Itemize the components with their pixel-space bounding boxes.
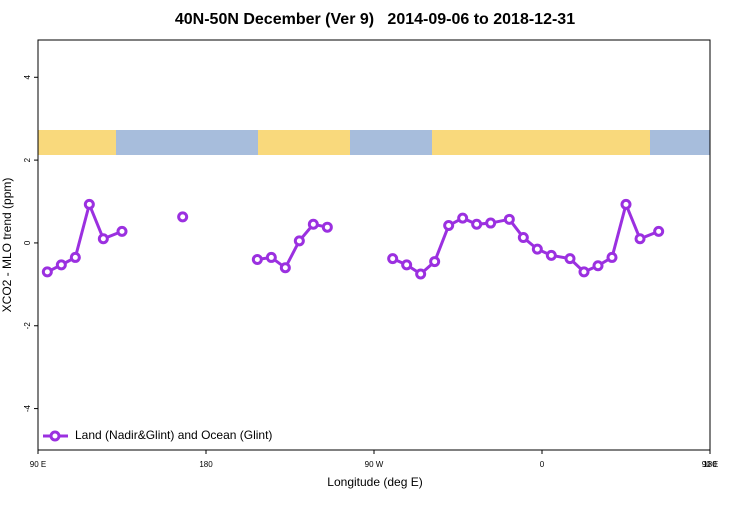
land <box>432 130 650 155</box>
point <box>265 251 277 263</box>
point <box>321 221 333 233</box>
point <box>578 266 590 278</box>
x-tick-label: 90 W <box>365 460 384 469</box>
y-axis-label: XCO2 - MLO trend (ppm) <box>0 178 14 313</box>
y-tick-label: -2 <box>23 322 32 330</box>
point <box>620 198 632 210</box>
point <box>69 251 81 263</box>
point <box>531 243 543 255</box>
point <box>634 233 646 245</box>
point <box>457 212 469 224</box>
point <box>517 232 529 244</box>
point <box>83 198 95 210</box>
point <box>387 253 399 265</box>
point <box>177 211 189 223</box>
point <box>429 256 441 268</box>
legend-marker <box>49 430 61 442</box>
x-axis-label: Longitude (deg E) <box>327 475 422 489</box>
chart-title: 40N-50N December (Ver 9) 2014-09-06 to 2… <box>175 11 575 28</box>
point <box>606 251 618 263</box>
point <box>485 217 497 229</box>
series-line <box>46 199 660 276</box>
point <box>293 235 305 247</box>
x-tick-label: 180 <box>703 460 717 469</box>
x-tick-label: 180 <box>199 460 213 469</box>
legend-label: Land (Nadir&Glint) and Ocean (Glint) <box>75 428 272 442</box>
point <box>41 266 53 278</box>
point <box>97 233 109 245</box>
point <box>415 268 427 280</box>
y-tick-label: 2 <box>23 157 32 162</box>
point <box>279 262 291 274</box>
point <box>653 225 665 237</box>
x-tick-label: 90 E <box>702 460 718 469</box>
y-tick-label: 4 <box>23 74 32 79</box>
y-tick-label: -4 <box>23 404 32 412</box>
point <box>592 260 604 272</box>
point <box>545 249 557 261</box>
point <box>55 259 67 271</box>
point <box>503 213 515 225</box>
point <box>116 225 128 237</box>
point <box>251 253 263 265</box>
point <box>443 220 455 232</box>
x-tick-label: 0 <box>540 460 545 469</box>
land <box>258 130 350 155</box>
point <box>564 253 576 265</box>
y-tick-label: 0 <box>23 240 32 245</box>
point <box>471 218 483 230</box>
plot-frame <box>37 39 711 451</box>
map-strip <box>38 130 710 155</box>
point <box>307 218 319 230</box>
land <box>38 130 116 155</box>
point <box>401 259 413 271</box>
x-tick-label: 90 E <box>30 460 46 469</box>
